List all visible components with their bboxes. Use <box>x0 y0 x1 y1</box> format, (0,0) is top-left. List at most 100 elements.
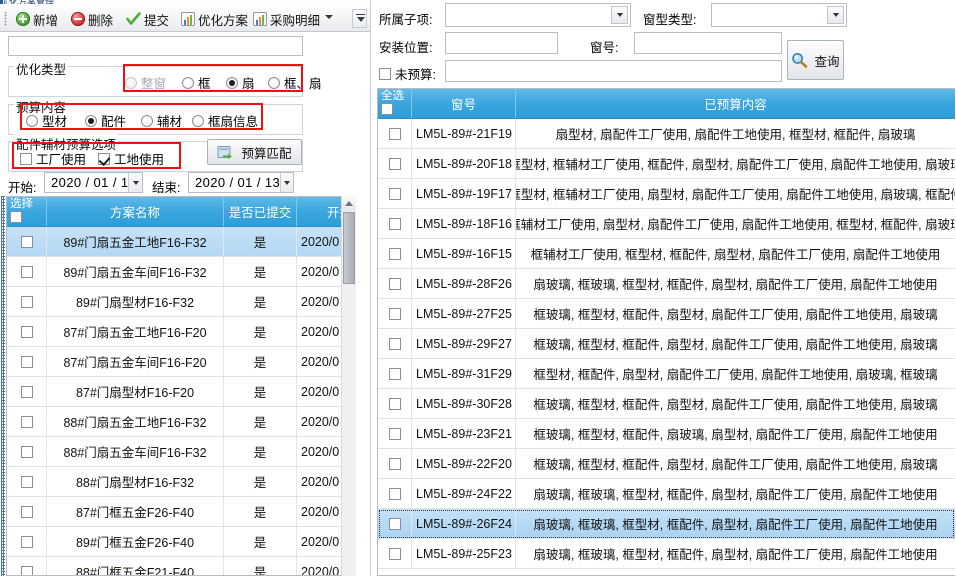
table-row[interactable]: LM5L-89#-22F20 框玻璃, 框型材, 框配件, 扇型材, 扇配件工厂使… <box>378 449 955 479</box>
window-grid-header-content[interactable]: 已预算内容 <box>704 98 767 112</box>
row-checkbox-cell[interactable] <box>7 527 47 556</box>
row-checkbox-cell[interactable] <box>378 209 412 238</box>
row-checkbox-cell[interactable] <box>7 467 47 496</box>
row-checkbox-icon[interactable] <box>20 445 33 458</box>
table-row[interactable]: 88#门框五金F21-F40 是 2020/0 <box>7 557 355 575</box>
table-row[interactable]: 89#门扇五金车间F16-F32 是 2020/0 <box>7 257 355 287</box>
table-row[interactable]: LM5L-89#-31F29 框型材, 框配件, 扇型材, 扇配件工厂使用, 扇配… <box>378 359 955 389</box>
row-checkbox-cell[interactable] <box>378 449 412 478</box>
table-row[interactable]: LM5L-89#-29F27 框玻璃, 框型材, 框配件, 扇型材, 扇配件工厂使… <box>378 329 955 359</box>
row-checkbox-cell[interactable] <box>378 509 412 538</box>
start-date-picker[interactable]: 2020 / 01 / 1 <box>44 172 143 193</box>
row-checkbox-cell[interactable] <box>7 407 47 436</box>
window-no-input[interactable] <box>634 32 782 54</box>
pane-splitter[interactable] <box>0 196 6 576</box>
unbudgeted-checkbox[interactable]: 未预算: <box>379 64 436 83</box>
table-row[interactable]: 88#门扇五金工地F16-F32 是 2020/0 <box>7 407 355 437</box>
row-checkbox-icon[interactable] <box>388 157 401 170</box>
table-row[interactable]: LM5L-89#-16F15 框辅材工厂使用, 框型材, 框配件, 扇型材, 扇配… <box>378 239 955 269</box>
row-checkbox-cell[interactable] <box>7 317 47 346</box>
window-grid-header-no[interactable]: 窗号 <box>412 89 516 118</box>
plan-grid-scrollbar[interactable] <box>341 196 356 576</box>
select-all-checkbox-icon[interactable] <box>10 211 22 223</box>
row-checkbox-icon[interactable] <box>388 487 401 500</box>
row-checkbox-icon[interactable] <box>388 367 401 380</box>
radio-option-frame[interactable]: 框 <box>182 73 211 92</box>
window-grid-header-select-all[interactable]: 全选 <box>378 89 412 118</box>
plan-search-input[interactable] <box>8 36 303 56</box>
toolbar-button-submit[interactable]: 提交 <box>122 8 173 30</box>
row-checkbox-cell[interactable] <box>7 227 47 256</box>
radio-option-profile[interactable]: 型材 <box>26 111 67 130</box>
row-checkbox-cell[interactable] <box>378 119 412 148</box>
table-row[interactable]: 89#门扇型材F16-F32 是 2020/0 <box>7 287 355 317</box>
toolbar-button-purchase-detail[interactable]: 采购明细 <box>249 8 324 30</box>
row-checkbox-icon[interactable] <box>20 295 33 308</box>
row-checkbox-icon[interactable] <box>388 187 401 200</box>
unbudgeted-input[interactable] <box>445 60 782 82</box>
table-row[interactable]: LM5L-89#-28F26 扇玻璃, 框玻璃, 框型材, 框配件, 扇型材, 扇… <box>378 269 955 299</box>
table-row[interactable]: 87#门框五金F26-F40 是 2020/0 <box>7 497 355 527</box>
plan-grid-header-name[interactable]: 方案名称 <box>47 197 224 226</box>
table-row[interactable]: LM5L-89#-19F17 框型材, 框辅材工厂使用, 扇型材, 扇配件工厂使用… <box>378 179 955 209</box>
row-checkbox-icon[interactable] <box>388 337 401 350</box>
toolbar-grip[interactable] <box>4 11 7 26</box>
radio-option-accessory[interactable]: 配件 <box>85 111 126 130</box>
chevron-down-icon[interactable] <box>827 6 844 24</box>
table-row[interactable]: LM5L-89#-18F16 框辅材工厂使用, 扇型材, 扇配件工厂使用, 扇配件… <box>378 209 955 239</box>
table-row[interactable]: 89#门框五金F26-F40 是 2020/0 <box>7 527 355 557</box>
table-row[interactable]: LM5L-89#-23F21 框玻璃, 框型材, 框配件, 扇玻璃, 扇型材, 扇… <box>378 419 955 449</box>
row-checkbox-icon[interactable] <box>20 265 33 278</box>
row-checkbox-icon[interactable] <box>20 355 33 368</box>
end-date-picker[interactable]: 2020 / 01 / 13 <box>188 172 294 193</box>
row-checkbox-cell[interactable] <box>378 359 412 388</box>
checkbox-option-factory-use[interactable]: 工厂使用 <box>20 149 86 168</box>
toolbar-button-delete[interactable]: 删除 <box>67 8 117 30</box>
row-checkbox-icon[interactable] <box>388 217 401 230</box>
chevron-down-icon[interactable] <box>611 6 628 24</box>
toolbar-button-optimize-plan[interactable]: 优化方案 <box>177 8 252 30</box>
row-checkbox-icon[interactable] <box>20 535 33 548</box>
table-row[interactable]: LM5L-89#-24F22 扇玻璃, 框玻璃, 框型材, 框配件, 扇型材, 扇… <box>378 479 955 509</box>
row-checkbox-cell[interactable] <box>7 347 47 376</box>
table-row[interactable]: LM5L-89#-21F19 扇型材, 扇配件工厂使用, 扇配件工地使用, 框型材… <box>378 119 955 149</box>
plan-grid-scroll-thumb[interactable] <box>343 212 355 284</box>
checkbox-option-site-use[interactable]: 工地使用 <box>98 149 164 168</box>
row-checkbox-cell[interactable] <box>378 419 412 448</box>
row-checkbox-icon[interactable] <box>388 127 401 140</box>
radio-option-whole-window[interactable]: 整窗 <box>125 73 166 92</box>
plan-grid-header-submitted[interactable]: 是否已提交 <box>224 197 297 226</box>
row-checkbox-icon[interactable] <box>388 247 401 260</box>
scroll-up-arrow-icon[interactable] <box>342 196 356 211</box>
table-row[interactable]: 88#门扇五金车间F16-F32 是 2020/0 <box>7 437 355 467</box>
chevron-down-icon[interactable] <box>325 15 333 19</box>
row-checkbox-cell[interactable] <box>378 149 412 178</box>
table-row[interactable]: 89#门扇五金工地F16-F32 是 2020/0 <box>7 227 355 257</box>
row-checkbox-icon[interactable] <box>20 415 33 428</box>
query-button[interactable]: 查询 <box>787 40 844 80</box>
row-checkbox-icon[interactable] <box>388 277 401 290</box>
table-row[interactable]: LM5L-89#-20F18 框型材, 框辅材工厂使用, 框配件, 扇型材, 扇配… <box>378 149 955 179</box>
row-checkbox-icon[interactable] <box>388 397 401 410</box>
start-date-dropdown-icon[interactable] <box>128 173 142 192</box>
budget-match-button[interactable]: 预算匹配 <box>207 139 302 165</box>
row-checkbox-icon[interactable] <box>20 385 33 398</box>
table-row[interactable]: 87#门扇五金工地F16-F20 是 2020/0 <box>7 317 355 347</box>
row-checkbox-cell[interactable] <box>7 557 47 575</box>
row-checkbox-cell[interactable] <box>378 479 412 508</box>
table-row[interactable]: 88#门扇型材F16-F32 是 2020/0 <box>7 467 355 497</box>
radio-option-frame-and-sash[interactable]: 框、扇 <box>268 73 322 92</box>
radio-option-auxiliary[interactable]: 辅材 <box>141 111 182 130</box>
row-checkbox-cell[interactable] <box>378 239 412 268</box>
toolbar-overflow-icon[interactable] <box>352 9 367 28</box>
row-checkbox-cell[interactable] <box>378 389 412 418</box>
row-checkbox-cell[interactable] <box>378 179 412 208</box>
row-checkbox-cell[interactable] <box>7 287 47 316</box>
row-checkbox-icon[interactable] <box>20 235 33 248</box>
table-row[interactable]: 87#门扇五金车间F16-F20 是 2020/0 <box>7 347 355 377</box>
table-row[interactable]: LM5L-89#-25F23 扇玻璃, 框玻璃, 框型材, 框配件, 扇型材, 扇… <box>378 539 955 569</box>
select-all-checkbox-icon[interactable] <box>381 103 393 115</box>
table-row[interactable]: 87#门扇型材F16-F20 是 2020/0 <box>7 377 355 407</box>
row-checkbox-icon[interactable] <box>20 325 33 338</box>
row-checkbox-icon[interactable] <box>20 475 33 488</box>
